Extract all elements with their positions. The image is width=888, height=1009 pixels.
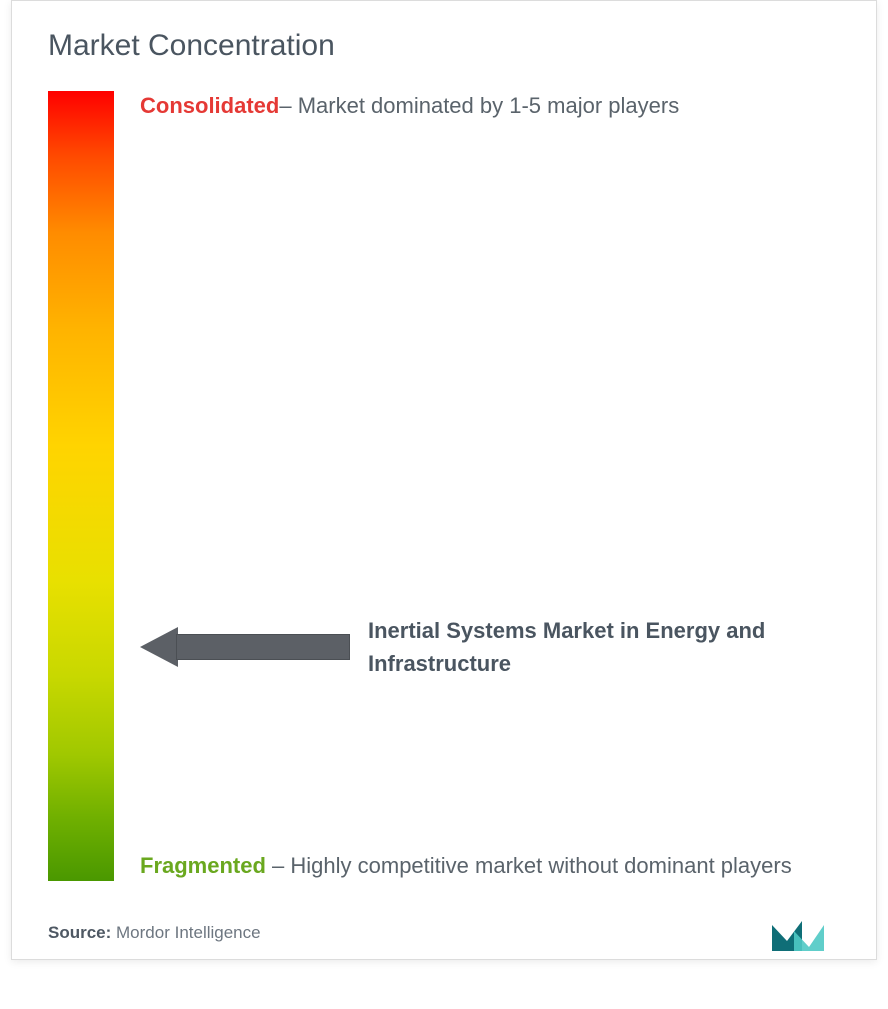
consolidated-rest: – Market dominated by 1-5 major players [279, 93, 679, 118]
mordor-logo-icon [770, 913, 840, 953]
market-concentration-card: Market Concentration Consolidated– Marke… [11, 0, 877, 960]
source-name: Mordor Intelligence [111, 923, 260, 942]
fragmented-rest: – Highly competitive market without domi… [266, 853, 792, 878]
pointer-label: Inertial Systems Market in Energy and In… [368, 614, 830, 680]
page-title: Market Concentration [48, 29, 840, 63]
annotations-column: Consolidated– Market dominated by 1-5 ma… [114, 91, 840, 881]
content-row: Consolidated– Market dominated by 1-5 ma… [48, 91, 840, 881]
concentration-gradient-bar [48, 91, 114, 881]
source-line: Source: Mordor Intelligence [48, 923, 261, 943]
market-pointer: Inertial Systems Market in Energy and In… [140, 614, 830, 680]
left-arrow-icon [140, 627, 350, 667]
consolidated-label: Consolidated– Market dominated by 1-5 ma… [140, 85, 830, 127]
source-lead: Source: [48, 923, 111, 942]
consolidated-lead: Consolidated [140, 93, 279, 118]
fragmented-lead: Fragmented [140, 853, 266, 878]
fragmented-label: Fragmented – Highly competitive market w… [140, 845, 830, 887]
footer: Source: Mordor Intelligence [48, 913, 840, 953]
